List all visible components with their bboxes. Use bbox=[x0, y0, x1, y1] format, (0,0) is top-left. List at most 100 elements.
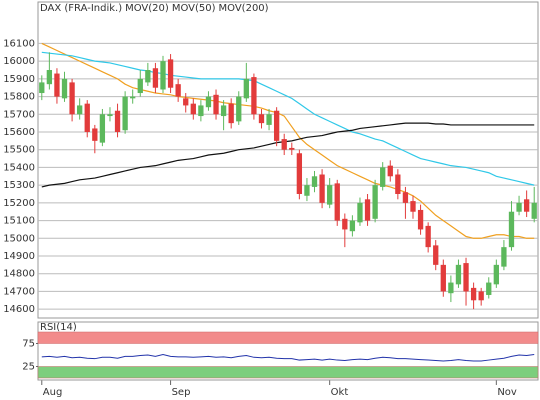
candle-body bbox=[107, 114, 113, 117]
candle-body bbox=[470, 287, 477, 301]
candle-body bbox=[258, 114, 265, 124]
candle-body bbox=[448, 282, 454, 294]
candle-body bbox=[342, 218, 348, 230]
candle-body bbox=[122, 96, 128, 131]
candle-body bbox=[183, 98, 189, 106]
y-tick-label: 15900 bbox=[3, 74, 35, 85]
y-tick-label: 75 bbox=[22, 339, 35, 350]
y-tick-label: 15500 bbox=[3, 145, 35, 156]
y-tick-label: 16000 bbox=[3, 56, 35, 67]
candle-body bbox=[516, 202, 522, 212]
candle-body bbox=[508, 211, 515, 248]
candle-body bbox=[387, 165, 393, 177]
candle-body bbox=[455, 264, 462, 285]
candle-body bbox=[137, 78, 143, 94]
candle-body bbox=[319, 174, 325, 203]
candle-body bbox=[145, 70, 151, 83]
y-tick-label: 16100 bbox=[3, 38, 35, 49]
x-tick-label: Aug bbox=[43, 387, 63, 398]
legend-entry: DAX (FRA-Indik.) bbox=[40, 3, 122, 14]
rsi-zone bbox=[37, 331, 539, 344]
y-tick-label: 15600 bbox=[3, 127, 35, 138]
moving-average-line bbox=[41, 42, 535, 239]
candle-body bbox=[61, 78, 68, 99]
y-tick-label: 15700 bbox=[3, 109, 35, 120]
candle-body bbox=[372, 185, 378, 219]
moving-average-line bbox=[41, 122, 535, 188]
candle-body bbox=[251, 77, 257, 115]
candle-body bbox=[486, 282, 492, 295]
candle-body bbox=[478, 291, 484, 301]
candle-body bbox=[54, 73, 60, 97]
candle-body bbox=[304, 185, 310, 196]
candle-body bbox=[395, 174, 401, 194]
candle-body bbox=[228, 103, 234, 124]
y-tick-label: 14700 bbox=[3, 286, 35, 297]
legend-entry: MOV(200) bbox=[219, 3, 269, 14]
candle-body bbox=[327, 185, 333, 205]
candle-body bbox=[425, 225, 431, 248]
candle-body bbox=[364, 199, 371, 221]
candle-body bbox=[334, 183, 340, 221]
candle-body bbox=[433, 245, 439, 265]
candle-body bbox=[205, 96, 212, 108]
candle-body bbox=[130, 96, 136, 99]
candle-body bbox=[281, 139, 287, 150]
candle-body bbox=[190, 103, 196, 115]
candle-body bbox=[99, 114, 106, 143]
moving-average-line bbox=[41, 51, 535, 186]
candle-body bbox=[69, 82, 75, 115]
candle-body bbox=[236, 96, 242, 122]
candle-body bbox=[296, 153, 303, 194]
candle-body bbox=[440, 264, 446, 292]
candle-body bbox=[167, 59, 174, 88]
legend-entry: MOV(50) bbox=[172, 3, 216, 14]
candle-body bbox=[84, 103, 90, 132]
candle-body bbox=[77, 105, 83, 115]
candle-body bbox=[175, 84, 181, 97]
candle-body bbox=[493, 264, 499, 285]
x-tick-label: Sep bbox=[172, 387, 191, 398]
y-tick-label: 14600 bbox=[3, 304, 35, 315]
candle-body bbox=[417, 209, 424, 230]
candle-body bbox=[160, 61, 166, 90]
candle-body bbox=[273, 110, 280, 141]
y-tick-label: 15400 bbox=[3, 162, 35, 173]
candle-body bbox=[402, 192, 409, 203]
candle-body bbox=[92, 128, 98, 141]
candle-body bbox=[114, 110, 121, 132]
candle-body bbox=[357, 202, 363, 223]
candle-body bbox=[380, 167, 386, 187]
candle-body bbox=[46, 70, 53, 85]
candle-body bbox=[243, 78, 249, 99]
y-tick-label: 15200 bbox=[3, 198, 35, 209]
legend-entry: MOV(20) bbox=[125, 3, 169, 14]
y-tick-label: 14800 bbox=[3, 269, 35, 280]
candle-body bbox=[39, 82, 45, 94]
candle-body bbox=[410, 201, 416, 212]
rsi-line bbox=[41, 354, 535, 362]
candle-body bbox=[349, 220, 356, 232]
candle-body bbox=[463, 263, 469, 292]
candle-body bbox=[198, 105, 204, 117]
candle-body bbox=[213, 94, 219, 115]
y-tick-label: 15800 bbox=[3, 92, 35, 103]
candle-body bbox=[289, 147, 295, 150]
y-tick-label: 15300 bbox=[3, 180, 35, 191]
y-tick-label: 15000 bbox=[3, 233, 35, 244]
x-tick-label: Nov bbox=[497, 387, 517, 398]
y-tick-label: 14900 bbox=[3, 251, 35, 262]
x-tick-label: Okt bbox=[331, 387, 349, 398]
candle-body bbox=[220, 105, 227, 117]
candle-body bbox=[523, 199, 530, 212]
rsi-zone bbox=[37, 366, 539, 379]
panel-label: RSI(14) bbox=[40, 322, 77, 333]
y-tick-label: 15100 bbox=[3, 216, 35, 227]
candle-body bbox=[152, 68, 159, 88]
plot-area bbox=[37, 1, 539, 319]
candle-body bbox=[311, 176, 318, 187]
candle-body bbox=[266, 114, 272, 125]
candle-body bbox=[531, 202, 537, 219]
y-tick-label: 25 bbox=[22, 362, 35, 373]
candle-body bbox=[501, 247, 507, 267]
